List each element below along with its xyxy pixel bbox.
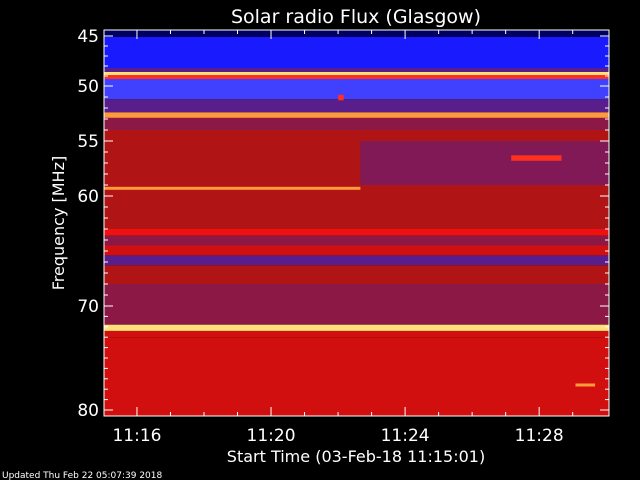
y-axis-label: Frequency [MHz] [49,156,68,290]
x-tick-label: 11:16 [112,426,161,446]
heatmap-band [104,245,609,256]
x-axis-label: Start Time (03-Feb-18 11:15:01) [227,447,485,466]
heatmap-band [104,255,609,266]
y-tick-label: 80 [77,401,99,421]
x-axis-ticks: 11:16 11:20 11:24 11:28 [112,30,574,446]
heatmap-band [104,337,609,416]
y-tick-label: 70 [77,297,99,317]
plot-frame [103,29,610,417]
x-tick-label: 11:24 [381,426,430,446]
x-tick-label: 11:20 [247,426,296,446]
x-tick-label: 11:28 [515,426,564,446]
y-tick-label: 50 [77,77,99,97]
heatmap-band [104,229,609,236]
heatmap-band [104,331,609,338]
heatmap-feature [511,155,562,161]
updated-timestamp: Updated Thu Feb 22 05:07:39 2018 [2,471,163,480]
heatmap-band [104,68,609,72]
y-tick-label: 55 [77,132,99,152]
heatmap-band [104,99,609,113]
heatmap-feature [104,186,361,190]
heatmap-band [104,112,609,118]
heatmap-band [104,75,609,79]
heatmap [104,30,609,416]
heatmap-band [104,324,609,331]
heatmap-feature [360,141,609,185]
heatmap-feature [575,383,596,387]
chart-title: Solar radio Flux (Glasgow) [231,6,481,28]
heatmap-band [104,284,609,325]
heatmap-band [104,79,609,100]
heatmap-band [104,117,609,130]
y-axis-ticks: 45 50 55 60 70 80 [77,27,609,421]
heatmap-band [104,265,609,284]
heatmap-feature [338,94,344,101]
heatmap-features [104,94,609,387]
y-tick-label: 45 [77,27,99,47]
heatmap-band [104,235,609,246]
y-tick-label: 60 [77,187,99,207]
heatmap-band [104,72,609,75]
heatmap-band [104,37,609,68]
heatmap-band [104,30,609,37]
